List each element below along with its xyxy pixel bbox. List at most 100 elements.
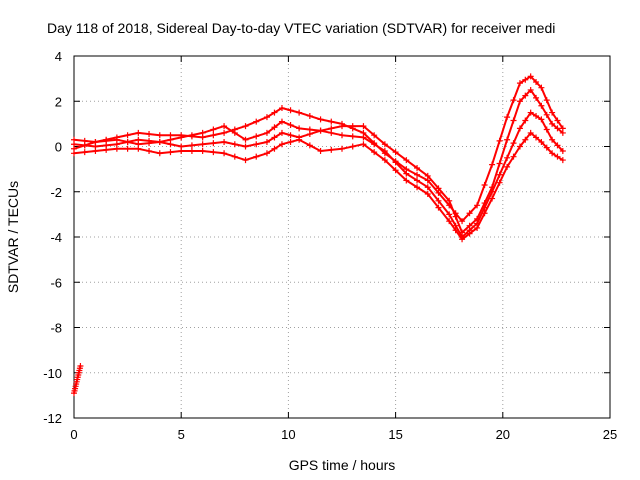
data-point (496, 160, 503, 167)
data-point (543, 126, 550, 133)
data-point (424, 184, 431, 191)
x-tick-label: 15 (388, 427, 402, 442)
data-point (339, 132, 345, 139)
data-point (371, 132, 378, 139)
x-tick-label: 5 (178, 427, 185, 442)
data-point (549, 120, 556, 127)
data-point (533, 94, 540, 101)
data-point (496, 171, 503, 178)
data-point (263, 138, 270, 145)
data-point (306, 142, 313, 149)
y-axis-label: SDTVAR / TECUs (5, 181, 21, 293)
data-point (381, 141, 388, 148)
data-point (371, 141, 378, 148)
data-point (271, 124, 278, 131)
data-point (435, 185, 442, 192)
series-track-3 (71, 109, 566, 240)
data-point (510, 117, 517, 124)
data-point (92, 138, 99, 145)
data-point (527, 129, 534, 136)
data-point (459, 218, 466, 225)
data-point (360, 134, 367, 141)
data-point (504, 114, 511, 121)
data-point (533, 112, 540, 119)
data-point (156, 150, 163, 157)
data-point (263, 150, 270, 157)
data-point (489, 188, 496, 195)
data-point (263, 114, 270, 121)
data-point (178, 134, 185, 141)
data-point (271, 145, 278, 152)
data-point (527, 86, 534, 93)
data-point (533, 134, 540, 141)
data-point (146, 131, 153, 138)
data-point (496, 137, 503, 144)
data-point (559, 157, 566, 164)
y-tick-label: 0 (55, 140, 62, 155)
x-tick-label: 20 (496, 427, 510, 442)
data-point (533, 79, 540, 86)
data-point (221, 150, 228, 157)
data-point (360, 123, 367, 130)
data-point (516, 80, 523, 87)
data-point (210, 126, 217, 133)
data-point (446, 218, 453, 225)
data-point (339, 123, 345, 130)
data-point (167, 149, 174, 156)
data-point (199, 129, 206, 136)
data-point (221, 123, 228, 130)
data-point (510, 97, 517, 104)
data-point (113, 145, 120, 152)
data-point (543, 97, 550, 104)
data-point (156, 138, 163, 145)
data-point (146, 148, 153, 155)
data-point (71, 150, 77, 157)
data-point (414, 164, 421, 171)
data-point (81, 142, 88, 149)
data-point (474, 224, 481, 231)
data-point (446, 197, 453, 204)
y-tick-label: -8 (50, 321, 62, 336)
data-point (135, 145, 142, 152)
data-point (496, 179, 503, 186)
chart-title: Day 118 of 2018, Sidereal Day-to-day VTE… (47, 20, 555, 36)
data-point (403, 170, 410, 177)
data-point (231, 153, 238, 160)
data-point (124, 138, 131, 145)
data-point (81, 149, 88, 156)
data-point (489, 195, 496, 202)
data-point (538, 102, 545, 109)
data-point (554, 125, 561, 132)
data-point (242, 157, 249, 164)
data-point (339, 145, 345, 152)
series-track-4 (71, 129, 566, 243)
data-point (371, 149, 378, 156)
y-tick-label: -4 (50, 230, 62, 245)
data-point (549, 136, 556, 143)
data-point (403, 157, 410, 164)
data-point (538, 84, 545, 91)
data-point (522, 136, 529, 143)
data-point (271, 134, 278, 141)
data-point (510, 140, 517, 147)
data-point (504, 154, 511, 161)
tick-labels: 0 5 10 15 20 25 -12 -10 -8 -6 -4 -2 0 2 4 (43, 49, 617, 442)
data-point (549, 150, 556, 157)
data-point (231, 129, 238, 136)
data-point (543, 111, 550, 118)
data-point (466, 210, 473, 217)
data-point (278, 141, 285, 148)
data-point (306, 131, 313, 138)
data-point (392, 149, 399, 156)
data-point (516, 143, 523, 150)
data-point (381, 148, 388, 155)
data-point (559, 129, 566, 136)
x-axis-label: GPS time / hours (289, 457, 396, 473)
data-point (188, 142, 195, 149)
data-point (199, 148, 206, 155)
data-point (543, 144, 550, 151)
data-point (210, 140, 217, 147)
data-point (124, 145, 131, 152)
data-point (381, 157, 388, 164)
series-track-2 (71, 86, 566, 236)
